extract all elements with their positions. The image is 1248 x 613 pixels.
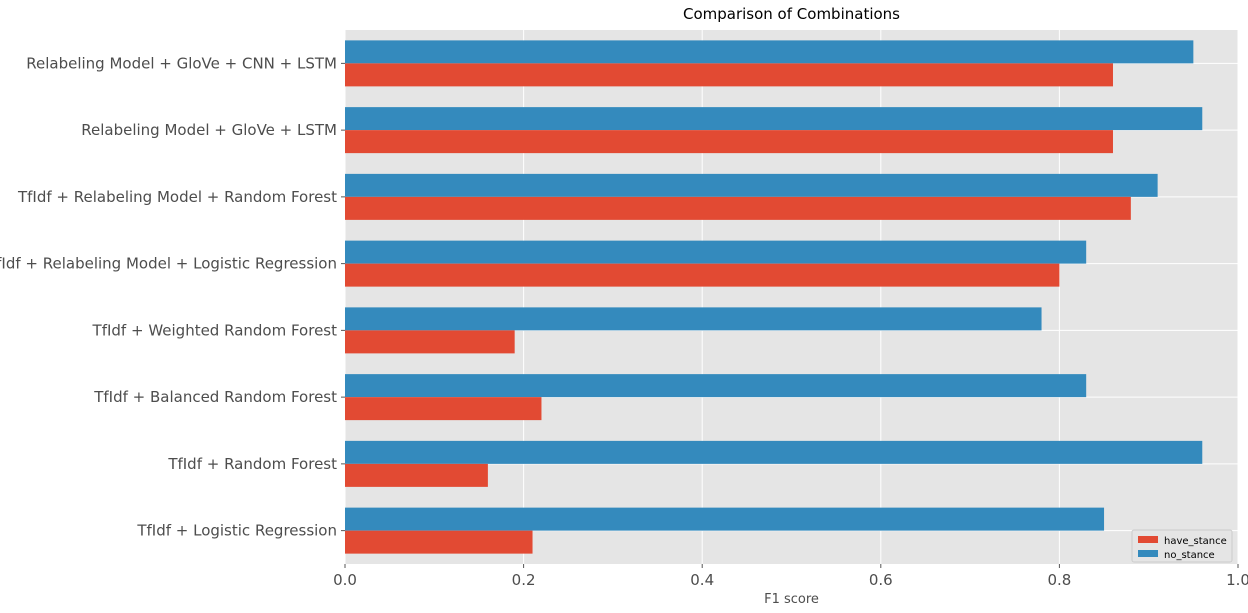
y-tick-label: Relabeling Model + GloVe + LSTM: [81, 121, 337, 139]
chart-title: Comparison of Combinations: [683, 5, 900, 23]
bars: [345, 40, 1203, 554]
x-tick-label: 0.0: [333, 571, 357, 589]
bar-no_stance: [345, 507, 1105, 531]
bar-no_stance: [345, 173, 1158, 197]
bar-have_stance: [345, 463, 488, 487]
x-tick-label: 0.6: [869, 571, 893, 589]
bar-no_stance: [345, 307, 1042, 331]
bar-have_stance: [345, 330, 515, 354]
y-tick-label: Relabeling Model + GloVe + CNN + LSTM: [26, 54, 337, 72]
y-tick-label: TfIdf + Logistic Regression: [136, 522, 337, 540]
bar-have_stance: [345, 196, 1131, 220]
bar-have_stance: [345, 530, 533, 554]
y-tick-label: TfIdf + Random Forest: [167, 455, 337, 473]
x-tick-labels: 0.0 0.2 0.4 0.6 0.8 1.0: [333, 564, 1248, 589]
bar-no_stance: [345, 40, 1194, 64]
y-tick-label: TfIdf + Weighted Random Forest: [92, 321, 338, 339]
legend-swatch-no_stance: [1138, 550, 1158, 557]
bar-no_stance: [345, 107, 1203, 131]
bar-no_stance: [345, 240, 1087, 264]
x-axis-label: F1 score: [764, 592, 819, 607]
y-tick-label: TfIdf + Relabeling Model + Logistic Regr…: [0, 255, 337, 273]
bar-no_stance: [345, 440, 1203, 464]
bar-have_stance: [345, 63, 1113, 87]
legend: have_stance no_stance: [1131, 529, 1233, 563]
legend-label-no_stance: no_stance: [1164, 550, 1215, 561]
bar-have_stance: [345, 397, 542, 421]
x-tick-label: 1.0: [1226, 571, 1248, 589]
legend-swatch-have_stance: [1138, 536, 1158, 543]
legend-label-have_stance: have_stance: [1164, 536, 1227, 547]
y-tick-labels: Relabeling Model + GloVe + CNN + LSTM Rel…: [0, 54, 345, 540]
y-tick-label: TfIdf + Balanced Random Forest: [93, 388, 337, 406]
x-tick-label: 0.8: [1047, 571, 1071, 589]
x-tick-label: 0.2: [512, 571, 536, 589]
bar-have_stance: [345, 130, 1113, 154]
bar-no_stance: [345, 374, 1087, 398]
bar-have_stance: [345, 263, 1060, 287]
y-tick-label: TfIdf + Relabeling Model + Random Forest: [17, 188, 337, 206]
x-tick-label: 0.4: [690, 571, 714, 589]
